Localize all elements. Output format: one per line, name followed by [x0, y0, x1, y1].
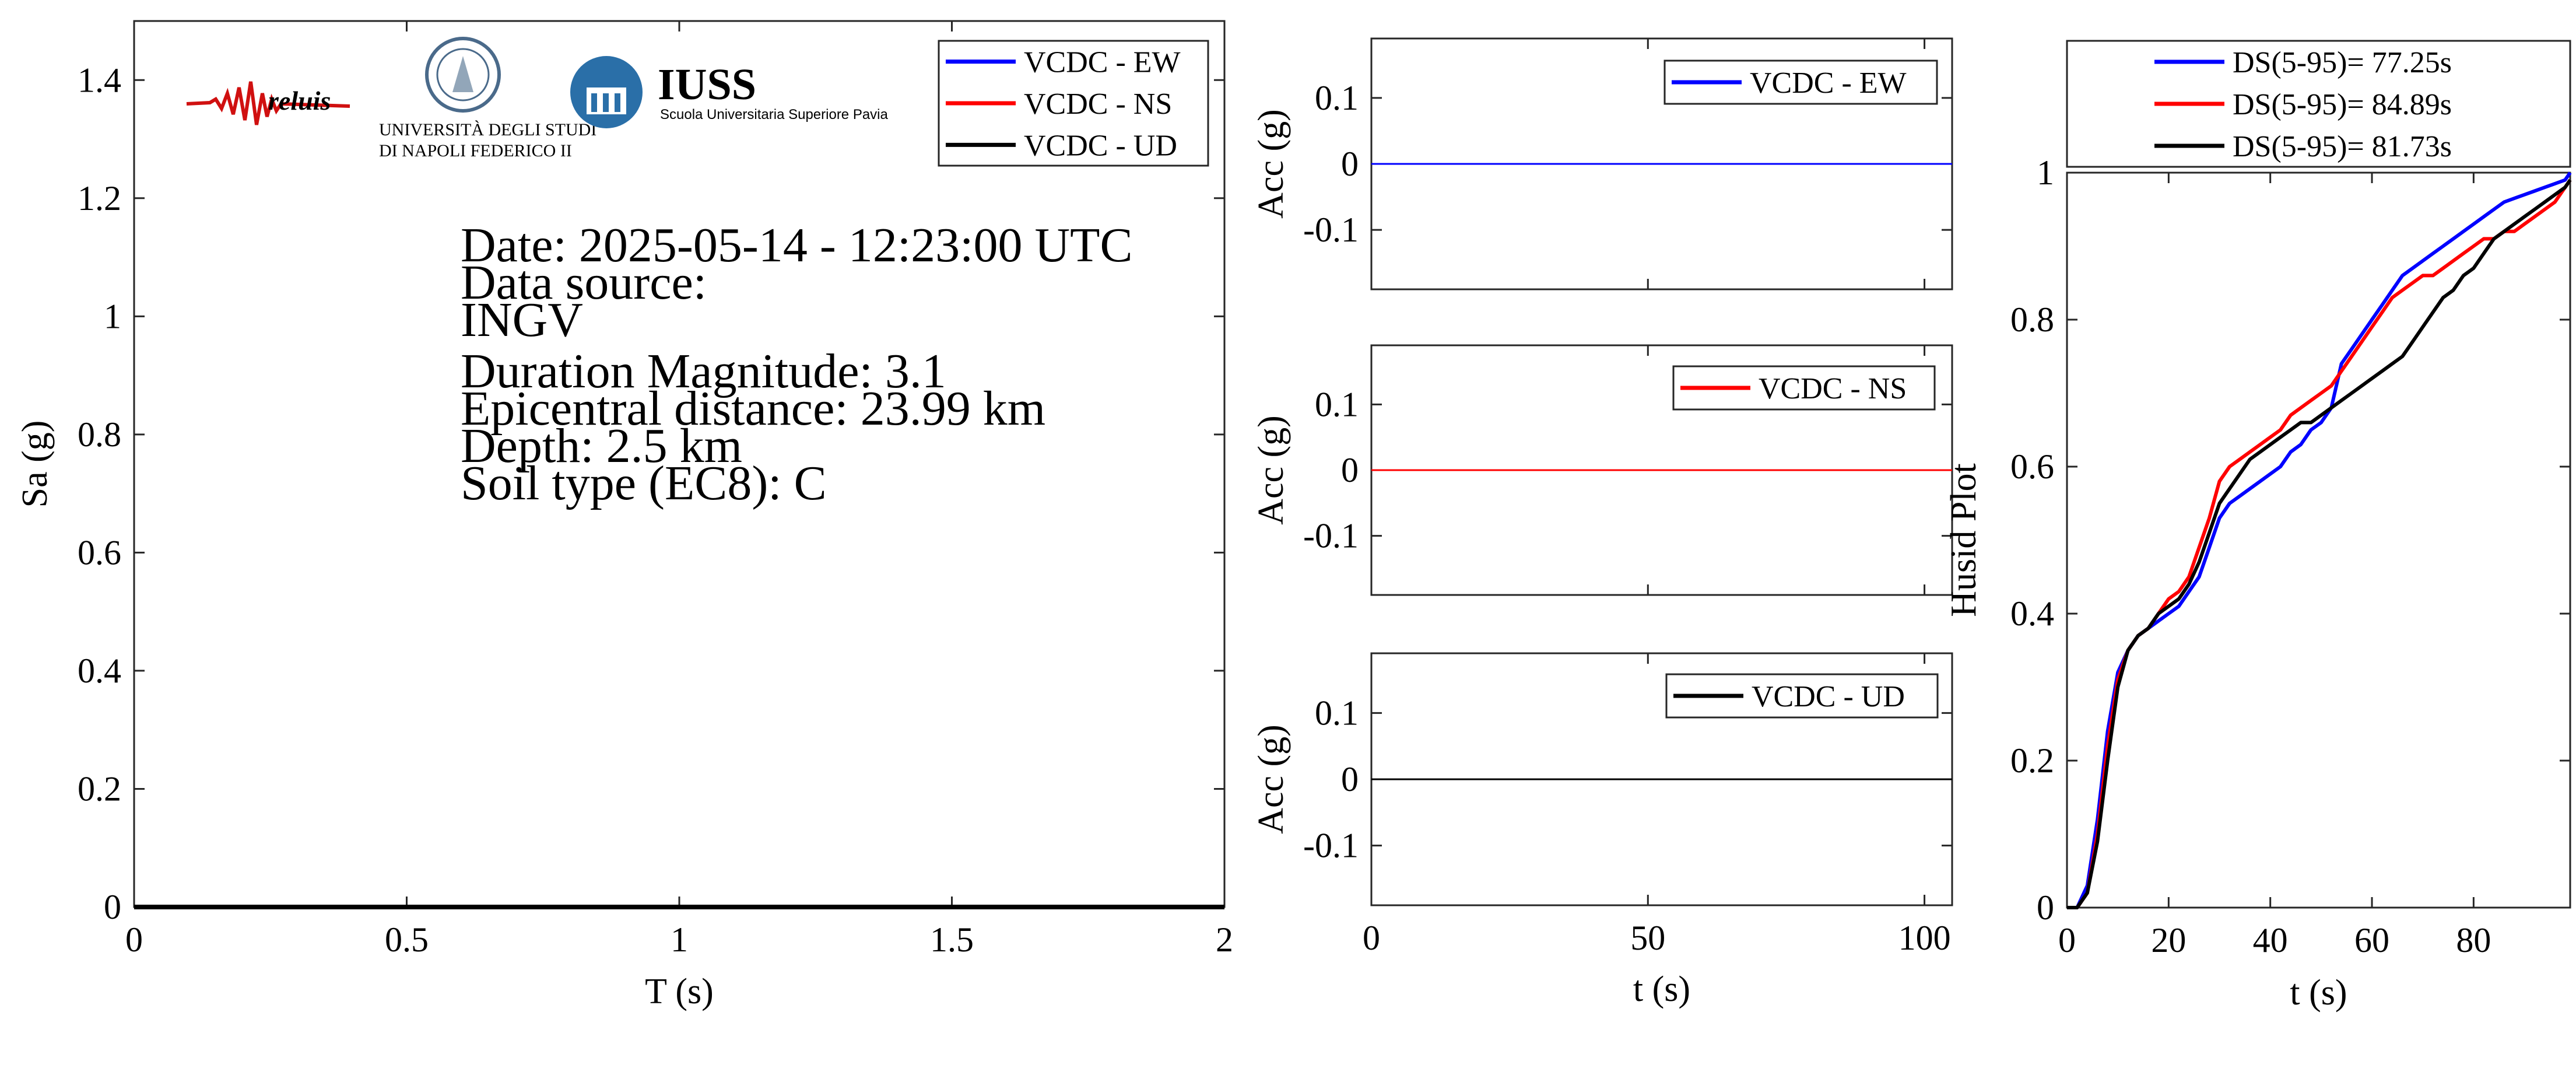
iuss-logo: IUSS Scuola Universitaria Superiore Pavi… [570, 56, 889, 128]
chart-panel-0: 0 0.2 0.4 0.6 0.8 1 1.2 1.4 0 0.5 1 1.5 2 Sa (g) T (s)… [15, 20, 1233, 1011]
x-tick-label: 20 [2151, 921, 2186, 960]
legend-label-0: VCDC - EW [1750, 66, 1907, 100]
y-tick-label: 0.1 [1315, 79, 1359, 117]
x-tick-label: 2 [1216, 920, 1233, 959]
legend-label-2: VCDC - UD [1024, 129, 1177, 162]
soil-type: Soil type (EC8): C [461, 456, 827, 510]
y-tick-label: 0.4 [2010, 594, 2054, 633]
x-tick-label: 80 [2456, 921, 2491, 960]
x-tick-label: 0 [1363, 919, 1380, 957]
x-tick-label: 100 [1898, 919, 1951, 957]
event-date: Date: 2025-05-14 - 12:23:00 UTC [461, 218, 1133, 272]
x-axis-label: T (s) [645, 972, 714, 1011]
series-line-2 [2067, 178, 2572, 909]
legend-label-0: DS(5-95)= 77.25s [2233, 46, 2452, 79]
y-tick-label: 0.4 [78, 652, 121, 690]
y-tick-label: 1 [104, 297, 121, 335]
reluis-logo: reluis [186, 81, 350, 125]
chart-panel-3: 0.1 0 -0.1 0 50 100 Acc (g) t (s) VCDC - UD [1251, 652, 1953, 1009]
x-tick-label: 0 [125, 920, 143, 959]
y-tick-label: 0 [1341, 760, 1359, 799]
legend-label-2: DS(5-95)= 81.73s [2233, 130, 2452, 163]
y-tick-label: 1 [2037, 153, 2054, 192]
y-tick-label: 0.1 [1315, 385, 1359, 423]
y-tick-label: 0 [104, 888, 121, 926]
legend-label-0: VCDC - NS [1759, 372, 1907, 405]
y-axis-label: Acc (g) [1251, 109, 1291, 219]
y-tick-label: 0.2 [78, 769, 121, 808]
legend-label-0: VCDC - EW [1024, 46, 1181, 79]
event-depth: Depth: 2.5 km [461, 419, 742, 473]
chart-panel-4: 0 0.2 0.4 0.6 0.8 1 0 20 40 60 80 Husid Plot t (s) DS… [1944, 40, 2572, 1013]
y-tick-label: 0.6 [78, 533, 121, 572]
plot-area [133, 20, 1226, 908]
legend-label-1: DS(5-95)= 84.89s [2233, 88, 2452, 121]
unina-line2: DI NAPOLI FEDERICO II [379, 141, 572, 160]
unina-line1: UNIVERSITÀ DEGLI STUDI [379, 120, 596, 139]
legend-label-0: VCDC - UD [1752, 680, 1905, 713]
x-tick-label: 1.5 [930, 920, 974, 959]
y-tick-label: 0 [1341, 451, 1359, 489]
event-magnitude: Duration Magnitude: 3.1 [461, 344, 946, 398]
unina-logo: UNIVERSITÀ DEGLI STUDI DI NAPOLI FEDERIC… [379, 37, 596, 160]
y-tick-label: 0.1 [1315, 694, 1359, 732]
chart-panel-1: 0.1 0 -0.1 Acc (g) VCDC - EW [1251, 37, 1953, 290]
y-axis-label: Husid Plot [1944, 463, 1984, 617]
y-tick-label: -0.1 [1303, 517, 1359, 555]
y-tick-label: 0.8 [78, 415, 121, 454]
data-source: INGV [461, 293, 583, 347]
plot-area [2066, 171, 2571, 909]
x-tick-label: 40 [2253, 921, 2288, 960]
data-source-label: Data source: [461, 255, 707, 310]
event-info: Date: 2025-05-14 - 12:23:00 UTC Data sou… [461, 218, 1133, 510]
x-tick-label: 60 [2354, 921, 2389, 960]
y-tick-label: 0 [2037, 888, 2054, 927]
y-tick-label: 0.8 [2010, 300, 2054, 339]
x-axis-label: t (s) [1633, 969, 1690, 1009]
seismogram-icon [186, 81, 350, 125]
y-tick-label: 0.2 [2010, 741, 2054, 780]
reluis-logo-text: reluis [268, 86, 331, 115]
y-tick-label: 0.6 [2010, 447, 2054, 486]
y-tick-label: -0.1 [1303, 211, 1359, 249]
legend-box [2066, 40, 2571, 168]
figure-content: 0 0.2 0.4 0.6 0.8 1 1.2 1.4 0 0.5 1 1.5 2 Sa (g) T (s)… [15, 20, 2572, 1013]
x-tick-label: 0.5 [385, 920, 429, 959]
y-tick-label: 0 [1341, 145, 1359, 183]
legend-label-1: VCDC - NS [1024, 87, 1172, 121]
x-axis-label: t (s) [2290, 973, 2347, 1013]
event-distance: Epicentral distance: 23.99 km [461, 381, 1045, 436]
x-tick-label: 1 [671, 920, 688, 959]
iuss-logo-subtitle: Scuola Universitaria Superiore Pavia [660, 107, 889, 122]
y-axis-label: Acc (g) [1251, 724, 1291, 834]
y-tick-label: -0.1 [1303, 827, 1359, 865]
y-tick-label: 1.4 [78, 61, 121, 99]
y-axis-label: Sa (g) [15, 421, 55, 508]
chart-panel-2: 0.1 0 -0.1 Acc (g) VCDC - NS [1251, 344, 1953, 596]
iuss-logo-text: IUSS [658, 60, 756, 109]
y-axis-label: Acc (g) [1251, 415, 1291, 525]
logos: reluis UNIVERSITÀ DEGLI STUDI DI NAPOLI … [186, 37, 889, 160]
x-tick-label: 0 [2058, 921, 2076, 960]
x-tick-label: 50 [1630, 919, 1665, 957]
y-tick-label: 1.2 [78, 179, 121, 218]
